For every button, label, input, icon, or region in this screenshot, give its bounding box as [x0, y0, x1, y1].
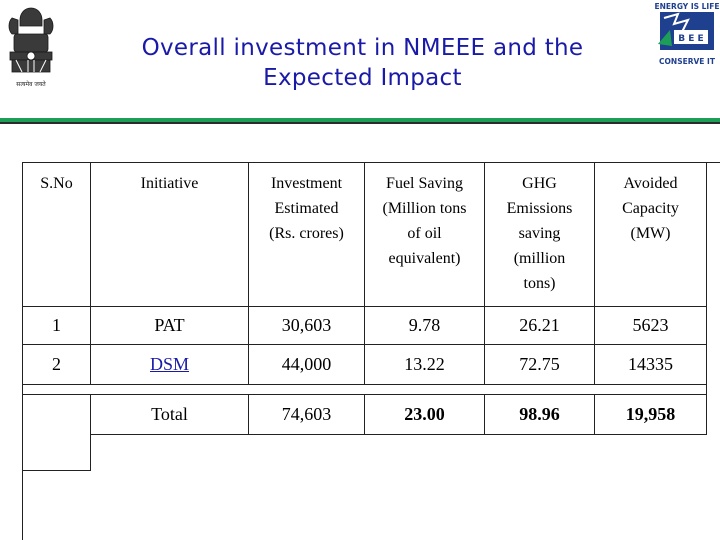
- table-row-1-investment: 30,603: [249, 307, 365, 345]
- table-total-avoided-capacity: 19,958: [595, 395, 707, 435]
- emblem-caption: सत्यमेव जयते: [16, 80, 46, 88]
- header-divider-green: [0, 118, 720, 122]
- table-total-investment: 74,603: [249, 395, 365, 435]
- logo-middle-text: B E E: [678, 34, 703, 44]
- header-fuel-saving: Fuel Saving (Million tons of oil equival…: [365, 163, 485, 307]
- header-divider-dark: [0, 122, 720, 124]
- table-row-1-ghg-saving: 26.21: [485, 307, 595, 345]
- table-row-2-ghg-saving: 72.75: [485, 345, 595, 385]
- table-row-1-sno: 1: [23, 307, 91, 345]
- table-row-2-sno: 2: [23, 345, 91, 385]
- logo-bottom-text: CONSERVE IT: [659, 57, 716, 66]
- header-avoided-capacity: Avoided Capacity (MW): [595, 163, 707, 307]
- table-row-2-investment: 44,000: [249, 345, 365, 385]
- table-total-label: Total: [91, 395, 249, 435]
- table-row-1-fuel-saving: 9.78: [365, 307, 485, 345]
- india-state-emblem-icon: सत्यमेव जयते: [8, 7, 54, 88]
- header-sno: S.No: [23, 163, 91, 307]
- title-line-2: Expected Impact: [263, 65, 462, 91]
- table-row-1-avoided-capacity: 5623: [595, 307, 707, 345]
- table-row-2-initiative: DSM: [91, 345, 249, 385]
- table-total-fuel-saving: 23.00: [365, 395, 485, 435]
- table-row-1-initiative: PAT: [91, 307, 249, 345]
- table-total-sno: [23, 395, 91, 471]
- table-spacer-row: [91, 385, 707, 395]
- table-row-2-fuel-saving: 13.22: [365, 345, 485, 385]
- table-row-2-avoided-capacity: 14335: [595, 345, 707, 385]
- slide-header: सत्यमेव जयते Overall investment in NMEEE…: [0, 0, 720, 118]
- logo-top-text: ENERGY IS LIFE: [655, 2, 720, 11]
- header-ghg-saving: GHG Emissions saving (million tons): [485, 163, 595, 307]
- dsm-link[interactable]: DSM: [149, 354, 189, 374]
- header-initiative: Initiative: [91, 163, 249, 307]
- title-line-1: Overall investment in NMEEE and the: [141, 35, 584, 61]
- table-spacer-row-sno: [23, 385, 91, 395]
- page-title: Overall investment in NMEEE and the Expe…: [70, 33, 655, 93]
- bee-energy-logo-icon: ENERGY IS LIFE B E E CONSERVE IT: [654, 0, 720, 70]
- table-total-ghg-saving: 98.96: [485, 395, 595, 435]
- header-investment: Investment Estimated (Rs. crores): [249, 163, 365, 307]
- investment-impact-table: S.No Initiative Investment Estimated (Rs…: [22, 162, 720, 540]
